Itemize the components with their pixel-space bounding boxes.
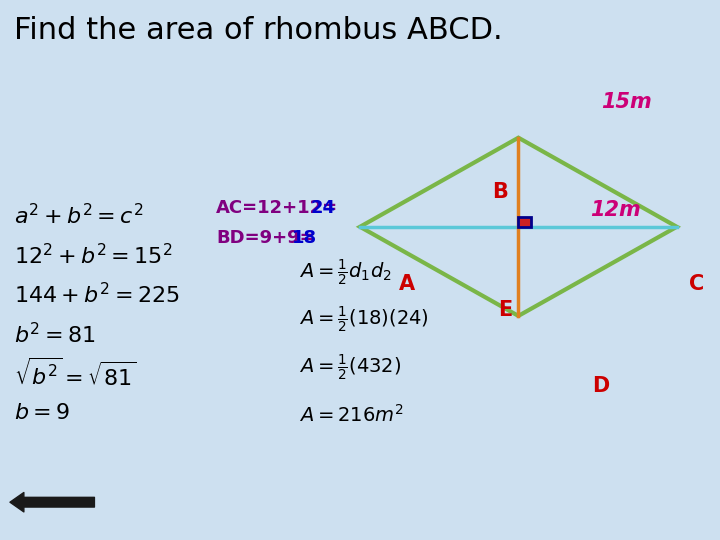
Text: E: E — [498, 300, 513, 321]
Text: 24: 24 — [311, 199, 336, 217]
Text: A: A — [399, 273, 415, 294]
Text: B: B — [492, 181, 508, 202]
FancyArrowPatch shape — [10, 492, 94, 512]
Text: Find the area of rhombus ABCD.: Find the area of rhombus ABCD. — [14, 16, 503, 45]
Polygon shape — [518, 217, 531, 227]
Text: D: D — [593, 376, 610, 396]
Text: $\sqrt{b^2} = \sqrt{81}$: $\sqrt{b^2} = \sqrt{81}$ — [14, 357, 137, 390]
Text: $12^2 + b^2 = 15^2$: $12^2 + b^2 = 15^2$ — [14, 243, 173, 268]
Text: $144 + b^2 = 225$: $144 + b^2 = 225$ — [14, 282, 180, 307]
Text: $b = 9$: $b = 9$ — [14, 403, 71, 423]
Text: $b^2 = 81$: $b^2 = 81$ — [14, 322, 96, 347]
Text: $A = \frac{1}{2}d_1d_2$: $A = \frac{1}{2}d_1d_2$ — [299, 258, 392, 288]
Text: $A = \frac{1}{2}(18)(24)$: $A = \frac{1}{2}(18)(24)$ — [299, 305, 428, 335]
Text: BD=9+9=: BD=9+9= — [216, 228, 315, 247]
Text: 12m: 12m — [590, 200, 641, 220]
Text: 15m: 15m — [601, 92, 652, 112]
Text: C: C — [689, 273, 705, 294]
Text: AC=12+12=: AC=12+12= — [216, 199, 338, 217]
Text: 18: 18 — [292, 228, 317, 247]
Text: $A = \frac{1}{2}(432)$: $A = \frac{1}{2}(432)$ — [299, 353, 401, 383]
Text: $A = 216m^2$: $A = 216m^2$ — [299, 404, 403, 426]
Text: $a^2 + b^2 = c^2$: $a^2 + b^2 = c^2$ — [14, 204, 144, 228]
